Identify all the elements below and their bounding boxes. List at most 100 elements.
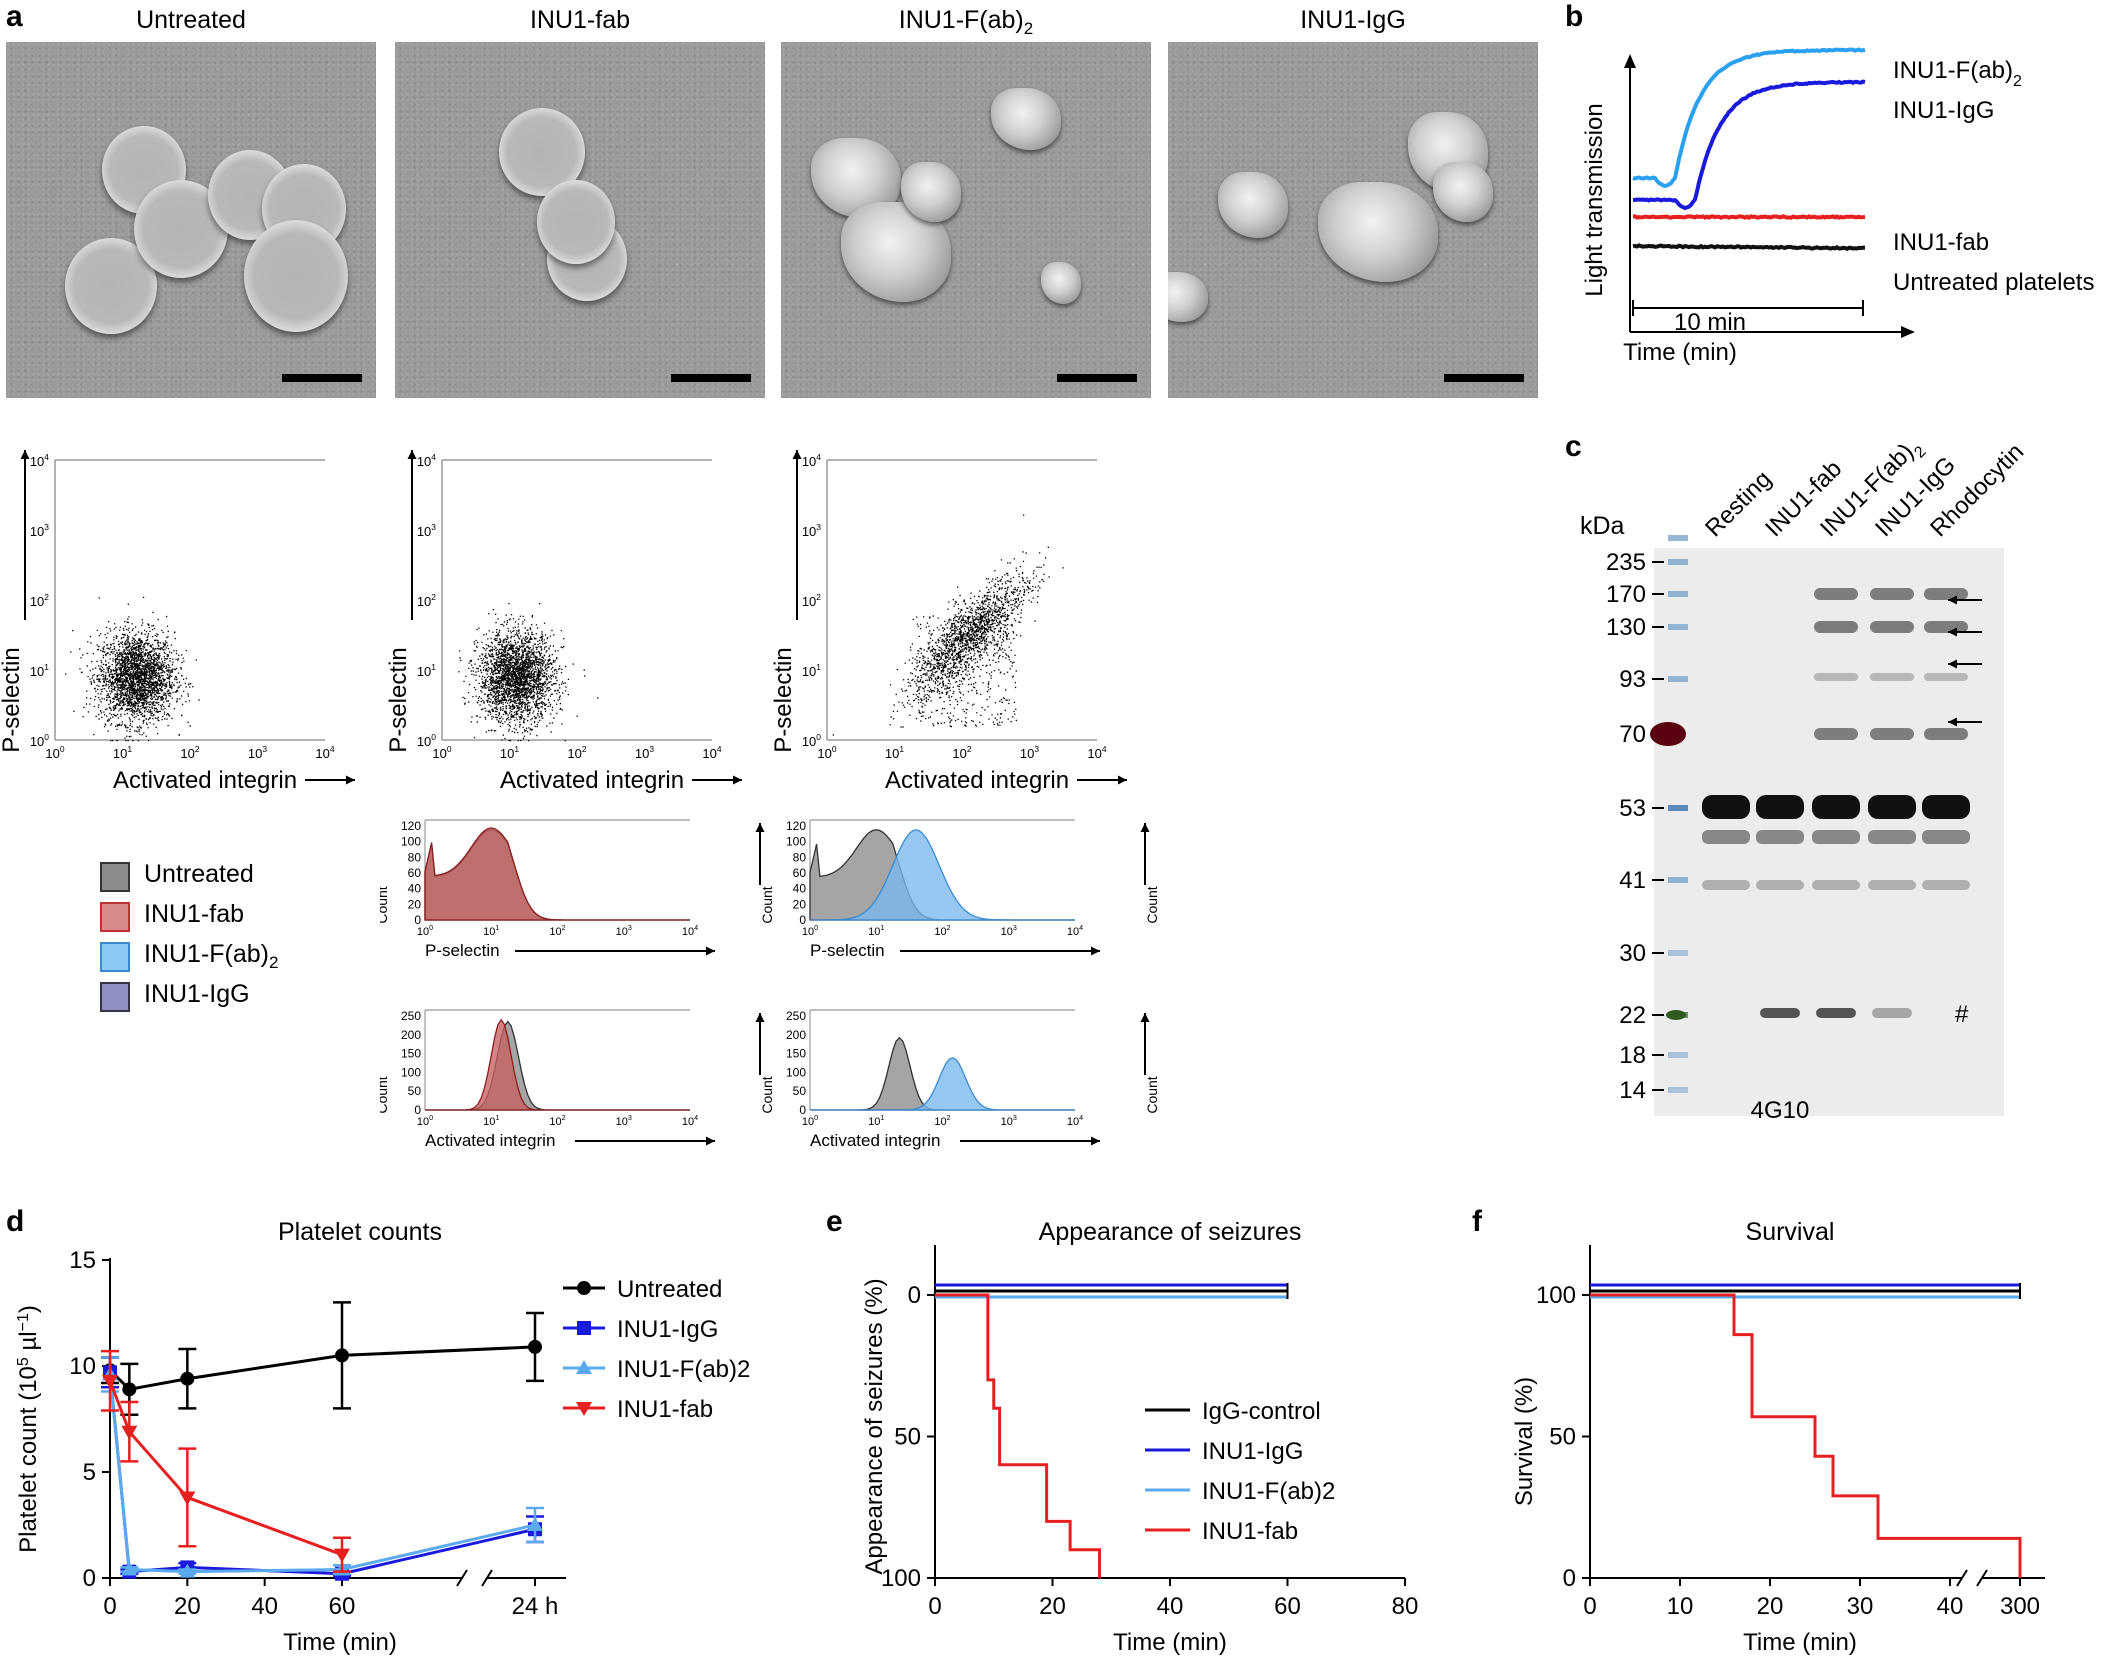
d-legend-label: Untreated — [617, 1276, 722, 1303]
em-title-inu1-fab: INU1-fab — [529, 6, 631, 34]
em-title-untreated: Untreated — [136, 6, 246, 34]
d-series: INU1-fab — [101, 1349, 713, 1573]
blot-band-activated — [1870, 621, 1914, 633]
f-x-tick-label: 10 — [1667, 1593, 1694, 1620]
seizure-chart: Appearance of seizures 0 50 100 0 20 40 60 80 Tim… — [861, 1218, 1418, 1656]
d-y-tick-label: 15 — [69, 1247, 96, 1274]
scatter-x-tick: 100 — [432, 744, 451, 761]
scatter-x-arrow-head — [733, 775, 742, 785]
hist-y-tick: 0 — [799, 913, 806, 927]
hist-y-arrow-head — [1140, 1013, 1150, 1022]
scatter-x-tick: 103 — [635, 744, 654, 761]
hist-ylabel: Count — [1144, 1076, 1160, 1113]
panel-label-a: a — [6, 0, 23, 33]
hist-y-tick: 0 — [799, 1103, 806, 1117]
hist-y-tick: 250 — [401, 1009, 421, 1023]
ladder-band-red — [1650, 722, 1686, 746]
d-break-mark — [456, 1569, 468, 1587]
scatter-xlabel: Activated integrin — [500, 767, 684, 794]
d-series: INU1-F(ab)2 — [101, 1356, 750, 1578]
ladder-band — [1668, 591, 1688, 597]
em-title-inu1-fab2: INU1-F(ab)2 — [898, 6, 1034, 38]
f-break-mark — [1976, 1569, 1988, 1587]
hist-y-tick: 100 — [786, 1065, 806, 1079]
blot-band-53 — [1812, 795, 1860, 819]
scatter-x-tick: 102 — [567, 744, 586, 761]
hist-x-tick: 102 — [549, 924, 565, 938]
hist-xlabel: Activated integrin — [425, 1131, 555, 1150]
e-x-tick-label: 40 — [1157, 1593, 1184, 1620]
scatter-y-tick: 103 — [30, 522, 49, 539]
f-x-tick-label: 40 — [1937, 1593, 1964, 1620]
scatter-y-arrow-head — [792, 450, 802, 459]
lt-trace-igg — [1632, 79, 1866, 211]
f-y-tick-label: 0 — [1563, 1565, 1576, 1592]
hist-xlabel: Activated integrin — [810, 1131, 940, 1150]
chart-e-title: Appearance of seizures — [1039, 1218, 1302, 1246]
e-y-tick-label: 50 — [894, 1424, 921, 1451]
blot-band — [1756, 880, 1804, 890]
hist-curve — [425, 1020, 690, 1111]
scatter-x-tick: 104 — [315, 744, 334, 761]
hist-x-tick: 100 — [802, 1114, 818, 1128]
hist-y-tick: 60 — [408, 866, 422, 880]
d-legend-marker — [576, 1402, 592, 1416]
ladder-band — [1668, 1087, 1688, 1093]
hist-y-tick: 120 — [786, 819, 806, 833]
scatter-y-tick: 100 — [30, 732, 49, 749]
blot-band-22 — [1872, 1008, 1912, 1018]
scatter-y-arrow-head — [20, 450, 30, 459]
hist-y-arrow-head — [755, 823, 765, 832]
blot-band — [1756, 830, 1804, 844]
ladder-band — [1668, 624, 1688, 630]
d-series-line — [108, 1374, 536, 1574]
scatter-y-tick: 100 — [417, 732, 436, 749]
blot-overlay: 2351701309370534130221814RestingINU1-fab… — [1606, 438, 2029, 1124]
scatter-y-tick: 104 — [30, 452, 49, 469]
blot-marker-label: 93 — [1619, 666, 1646, 693]
legend-swatch — [100, 942, 130, 972]
scatter-x-tick: 101 — [885, 744, 904, 761]
e-x-tick-label: 60 — [1274, 1593, 1301, 1620]
d-series-line — [108, 1372, 536, 1576]
blot-marker-label: 70 — [1619, 721, 1646, 748]
scatter-x-tick: 100 — [817, 744, 836, 761]
hist-x-arrow-head — [706, 946, 715, 956]
hist-ylabel: Count — [759, 886, 775, 923]
scatter-xlabel: Activated integrin — [113, 767, 297, 794]
blot-band — [1924, 673, 1968, 681]
blot-marker-label: 170 — [1606, 581, 1646, 608]
d-legend-marker — [576, 1360, 592, 1374]
e-ylabel: Appearance of seizures (%) — [861, 1278, 888, 1574]
d-marker — [180, 1371, 195, 1386]
blot-band — [1868, 880, 1916, 890]
scatter-events — [832, 514, 1064, 736]
ladder-band — [1668, 676, 1688, 682]
ladder-band — [1668, 535, 1688, 541]
d-y-tick-label: 0 — [83, 1565, 96, 1592]
f-xlabel: Time (min) — [1743, 1629, 1857, 1656]
blot-band-activated — [1814, 621, 1858, 633]
d-marker — [335, 1348, 349, 1363]
hist-x-tick: 102 — [934, 924, 950, 938]
scatter-y-tick: 103 — [802, 522, 821, 539]
scatter-ylabel: P-selectin — [385, 647, 412, 752]
blot-band-activated — [1814, 728, 1858, 740]
scale-bar — [1057, 374, 1137, 382]
legend-swatch — [100, 862, 130, 892]
lt-label-fab2: INU1-F(ab)2 — [1893, 57, 2022, 90]
d-marker — [528, 1339, 542, 1354]
scatter-x-tick: 104 — [702, 744, 721, 761]
ladder-band — [1668, 805, 1688, 811]
blot-band-53 — [1756, 795, 1804, 819]
em-image-inu1-fab — [395, 42, 765, 398]
scatter-y-tick: 101 — [802, 662, 821, 679]
scatter-y-tick: 100 — [802, 732, 821, 749]
scatter-y-arrow-head — [407, 450, 417, 459]
scatter-y-tick: 102 — [417, 592, 436, 609]
flow-legend: Untreated INU1-fab INU1-F(ab)2 INU1-IgG — [100, 860, 350, 1030]
